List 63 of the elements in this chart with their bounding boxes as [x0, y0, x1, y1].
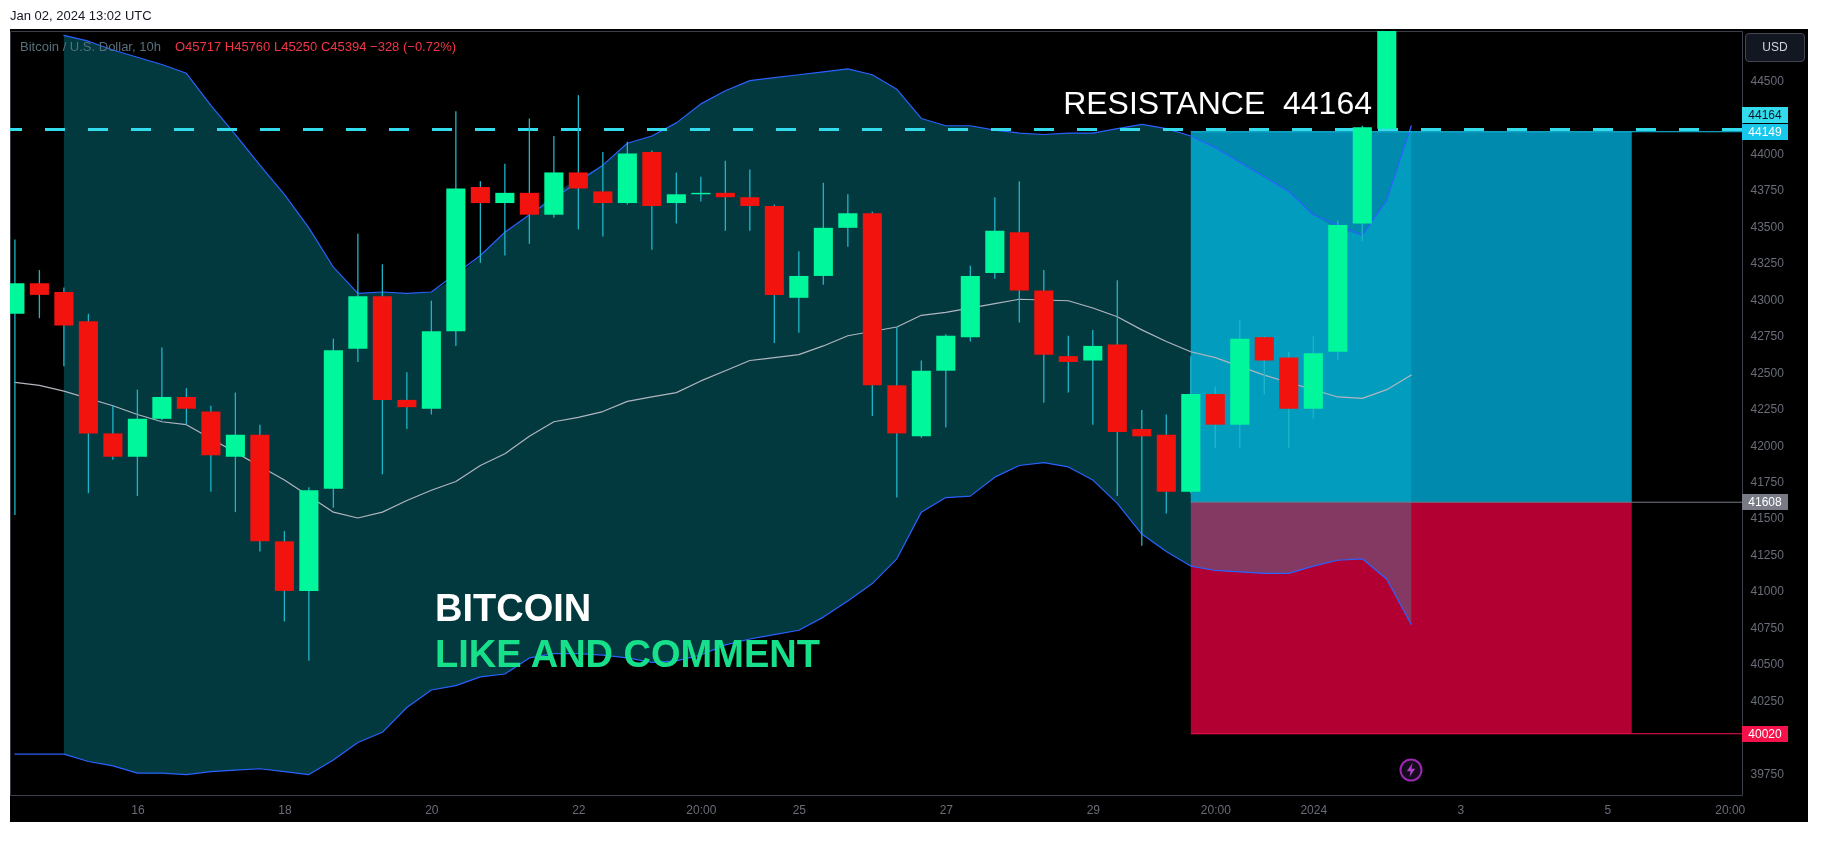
y-tick-label: 41750 [1750, 475, 1785, 490]
ref-line-label: 41608 [1742, 494, 1788, 511]
y-tick-label: 43500 [1750, 219, 1785, 234]
x-tick-label: 20:00 [1715, 802, 1746, 817]
x-tick-label: 27 [939, 802, 954, 817]
candlestick [789, 250, 809, 334]
y-tick-label: 44500 [1750, 74, 1785, 89]
candlestick [740, 168, 760, 232]
y-tick-label: 43000 [1750, 292, 1785, 307]
annotation: BITCOIN [435, 587, 592, 629]
ref-line-label: 44149 [1742, 123, 1788, 140]
text: USD [1745, 33, 1805, 62]
y-tick-label: 41250 [1750, 547, 1785, 562]
x-tick-label: 18 [278, 802, 292, 817]
candlestick [519, 117, 539, 245]
x-tick-label: 29 [1086, 802, 1101, 817]
candlestick [29, 269, 49, 319]
candlestick [1254, 335, 1274, 395]
line-series [14, 461, 1412, 776]
y-tick-label: 44000 [1750, 146, 1785, 161]
y-tick-label: 40750 [1750, 620, 1785, 635]
candlestick [1058, 335, 1078, 394]
y-tick-label: 41500 [1750, 511, 1785, 526]
candlestick [568, 94, 588, 230]
text: Bitcoin / U.S. Dollar, 10h [20, 39, 161, 54]
candlestick [1083, 329, 1103, 426]
candlestick [470, 180, 490, 264]
x-tick-label: 5 [1604, 802, 1612, 817]
candlestick [176, 387, 196, 426]
candlestick [715, 160, 735, 232]
y-tick-label: 39750 [1750, 766, 1785, 781]
x-tick-label: 16 [131, 802, 145, 817]
x-tick-label: 20:00 [686, 802, 717, 817]
annotation: RESISTANCE 44164 [1063, 85, 1372, 121]
candlestick [666, 171, 686, 225]
candlestick [1132, 409, 1152, 547]
candlestick [225, 391, 245, 513]
ref-line-label: 40020 [1742, 725, 1788, 742]
x-tick-label: 3 [1457, 802, 1465, 817]
y-tick-label: 42750 [1750, 329, 1785, 344]
y-tick-label: 43250 [1750, 256, 1785, 271]
x-tick-label: 20:00 [1200, 802, 1232, 817]
line-series [63, 34, 1412, 295]
text: O45717 H45760 L45250 C45394 −328 (−0.72%) [174, 39, 457, 54]
y-tick-label: 42250 [1750, 402, 1785, 417]
x-tick-label: 22 [572, 802, 586, 817]
y-tick-label: 43750 [1750, 183, 1785, 198]
candlestick [495, 163, 515, 257]
y-tick-label: 40250 [1750, 693, 1785, 708]
text: Jan 02, 2024 13:02 UTC [10, 8, 152, 23]
y-tick-label: 40500 [1750, 657, 1785, 672]
candlestick [152, 346, 172, 421]
y-tick-label: 42500 [1750, 365, 1785, 380]
x-tick-label: 25 [792, 802, 807, 817]
candlestick [838, 193, 858, 248]
x-tick-label: 20 [425, 802, 439, 817]
y-tick-label: 41000 [1750, 584, 1785, 599]
candlestick [397, 371, 417, 430]
y-tick-label: 42000 [1750, 438, 1785, 453]
candlestick [593, 151, 613, 238]
candlestick [103, 405, 123, 461]
ref-line-label: 44164 [1742, 106, 1788, 123]
x-tick-label: 2024 [1300, 802, 1328, 817]
